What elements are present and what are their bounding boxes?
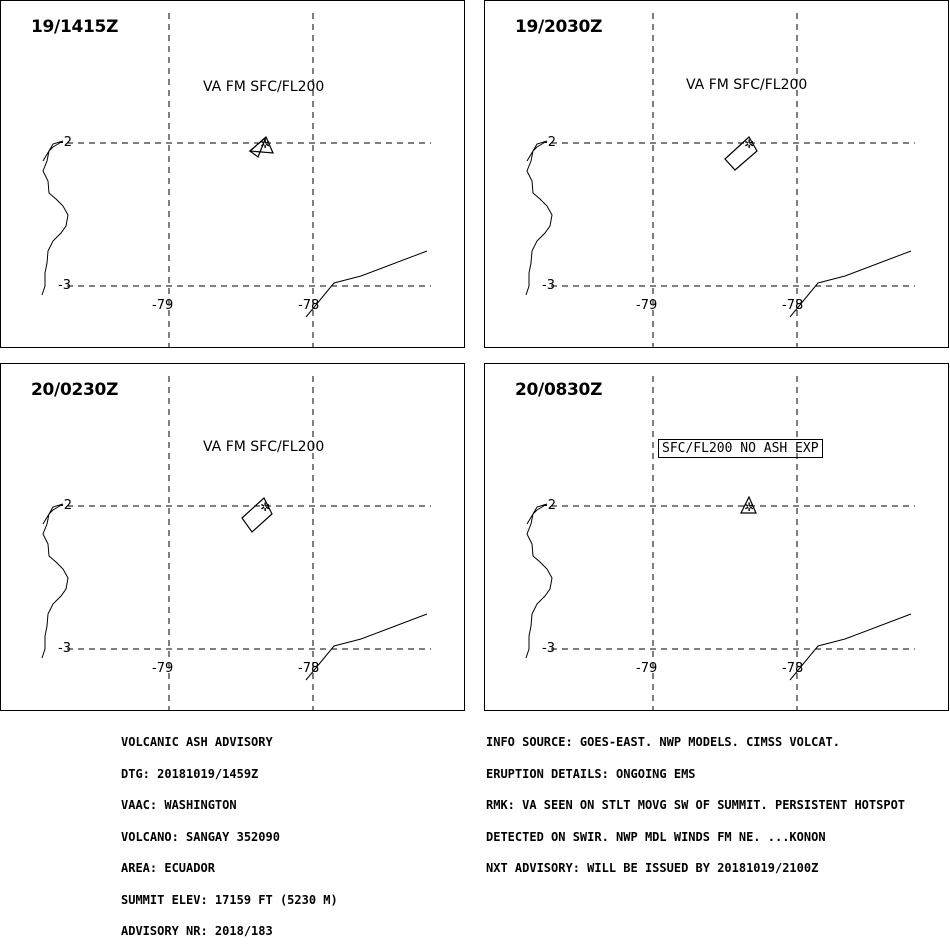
lat-label-bottom: -3 bbox=[58, 278, 71, 293]
map-graphic: ✲ bbox=[525, 13, 915, 347]
advisory-line: ADVISORY NR: 2018/183 bbox=[121, 924, 273, 938]
lon-label-right: -78 bbox=[298, 661, 320, 676]
panel-time: 19/1415Z bbox=[31, 17, 119, 37]
lat-label-bottom: -3 bbox=[542, 278, 555, 293]
boundary-line bbox=[789, 250, 912, 318]
ash-label: VA FM SFC/FL200 bbox=[203, 439, 325, 455]
forecast-panel-4: ✲ 20/0830Z SFC/FL200 NO ASH EXP -2 -3 -7… bbox=[484, 363, 949, 711]
lat-label-top: -2 bbox=[59, 498, 72, 513]
panel-time: 20/0230Z bbox=[31, 380, 119, 400]
advisory-line: RMK: VA SEEN ON STLT MOVG SW OF SUMMIT. … bbox=[486, 798, 906, 812]
advisory-line: AREA: ECUADOR bbox=[121, 861, 215, 875]
volcano-marker-icon: ✲ bbox=[260, 500, 270, 514]
lat-label-top: -2 bbox=[59, 135, 72, 150]
volcano-marker-icon: ✲ bbox=[744, 500, 754, 514]
map-graphic: ✲ bbox=[41, 13, 431, 347]
lat-label-bottom: -3 bbox=[542, 641, 555, 656]
coastline bbox=[525, 503, 553, 659]
forecast-panel-3: ✲ 20/0230Z VA FM SFC/FL200 -2 -3 -79 -78 bbox=[0, 363, 465, 711]
lat-label-top: -2 bbox=[543, 498, 556, 513]
lon-label-right: -78 bbox=[298, 298, 320, 313]
lat-label-top: -2 bbox=[543, 135, 556, 150]
advisory-line: DETECTED ON SWIR. NWP MDL WINDS FM NE. .… bbox=[486, 829, 826, 844]
ash-plume-polygon bbox=[241, 497, 273, 533]
forecast-panel-2: ✲ 19/2030Z VA FM SFC/FL200 -2 -3 -79 -78 bbox=[484, 0, 949, 348]
coastline bbox=[525, 140, 553, 296]
advisory-line: VOLCANO: SANGAY 352090 bbox=[121, 829, 280, 844]
lon-label-left: -79 bbox=[152, 298, 174, 313]
advisory-line: NXT ADVISORY: WILL BE ISSUED BY 20181019… bbox=[486, 861, 819, 875]
ash-plume-polygon bbox=[740, 495, 757, 514]
advisory-line: INFO SOURCE: GOES-EAST. NWP MODELS. CIMS… bbox=[486, 735, 841, 749]
lon-label-right: -78 bbox=[782, 661, 804, 676]
no-ash-label: SFC/FL200 NO ASH EXP bbox=[658, 439, 823, 458]
map-graphic: ✲ bbox=[525, 376, 915, 710]
coastline bbox=[41, 140, 69, 296]
advisory-line: VOLCANIC ASH ADVISORY bbox=[121, 735, 273, 749]
ash-label: VA FM SFC/FL200 bbox=[686, 77, 808, 93]
advisory-line: ERUPTION DETAILS: ONGOING EMS bbox=[486, 766, 696, 781]
advisory-header-text: VOLCANIC ASH ADVISORY DTG: 20181019/1459… bbox=[121, 716, 338, 947]
panel-time: 19/2030Z bbox=[515, 17, 603, 37]
volcano-marker-icon: ✲ bbox=[744, 137, 754, 151]
advisory-details-text: INFO SOURCE: GOES-EAST. NWP MODELS. CIMS… bbox=[486, 716, 905, 884]
boundary-line bbox=[305, 613, 428, 681]
lon-label-right: -78 bbox=[782, 298, 804, 313]
boundary-line bbox=[789, 613, 912, 681]
volcano-marker-icon: ✲ bbox=[260, 137, 270, 151]
coastline bbox=[41, 503, 69, 659]
lon-label-left: -79 bbox=[636, 298, 658, 313]
advisory-line: VAAC: WASHINGTON bbox=[121, 798, 237, 812]
ash-plume-polygon bbox=[724, 136, 758, 171]
boundary-line bbox=[305, 250, 428, 318]
map-graphic: ✲ bbox=[41, 376, 431, 710]
lon-label-left: -79 bbox=[152, 661, 174, 676]
forecast-panel-1: ✲ 19/1415Z VA FM SFC/FL200 -2 -3 -79 -78 bbox=[0, 0, 465, 348]
ash-label: VA FM SFC/FL200 bbox=[203, 79, 325, 95]
panel-time: 20/0830Z bbox=[515, 380, 603, 400]
lat-label-bottom: -3 bbox=[58, 641, 71, 656]
advisory-line: DTG: 20181019/1459Z bbox=[121, 766, 259, 781]
lon-label-left: -79 bbox=[636, 661, 658, 676]
advisory-line: SUMMIT ELEV: 17159 FT (5230 M) bbox=[121, 892, 338, 907]
ash-plume-polygon bbox=[249, 136, 267, 158]
